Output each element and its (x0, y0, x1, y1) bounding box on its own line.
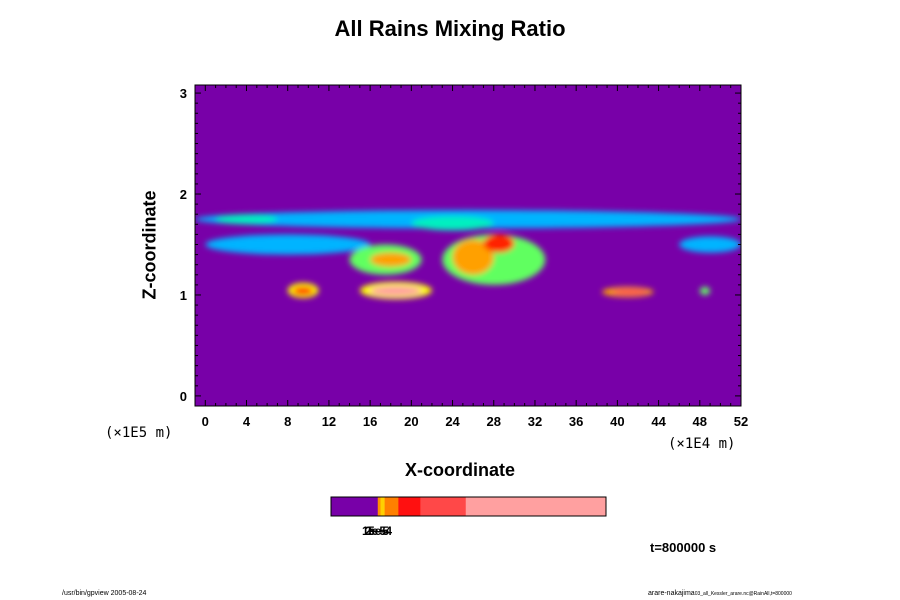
x-tick-label: 24 (445, 414, 460, 429)
rain-feature-3 (411, 216, 494, 231)
rain-feature-7 (370, 252, 412, 267)
colorbar: 1e-52e-55e-4 (330, 496, 607, 538)
x-tick-label: 44 (651, 414, 666, 429)
chart-title: All Rains Mixing Ratio (334, 16, 566, 41)
x-tick-label: 32 (528, 414, 542, 429)
time-label: t=800000 s (650, 540, 717, 555)
plot-frame (194, 84, 742, 407)
colorbar-label: 5e-4 (368, 524, 392, 538)
colorbar-segment-1 (377, 497, 381, 516)
rain-feature-12 (370, 285, 422, 296)
y-scale-note: (×1E5 m) (105, 425, 173, 441)
rain-feature-16 (699, 286, 711, 295)
y-axis-label: Z-coordinate (139, 190, 160, 300)
x-tick-label: 8 (284, 414, 291, 429)
y-tick-label: 1 (180, 288, 187, 303)
colorbar-segment-3 (384, 497, 399, 516)
y-tick-label: 3 (180, 86, 187, 101)
rain-feature-2 (679, 236, 741, 253)
x-tick-label: 4 (243, 414, 251, 429)
rain-feature-4 (215, 214, 278, 225)
y-tick-label: 0 (180, 389, 187, 404)
rain-field (195, 210, 741, 299)
rain-feature-8 (452, 239, 494, 275)
colorbar-frame (330, 496, 607, 517)
x-tick-label: 0 (202, 414, 209, 429)
footer-left: /usr/bin/gpview 2005-08-24 (62, 590, 147, 597)
colorbar-segment-5 (420, 497, 467, 516)
rain-feature-13 (292, 286, 314, 295)
x-tick-label: 40 (610, 414, 624, 429)
x-tick-label: 52 (734, 414, 748, 429)
colorbar-label: 1e-5 (362, 524, 386, 538)
rain-feature-1 (205, 234, 371, 255)
footer-right-main: arare-nakajima (648, 590, 695, 597)
colorbar-segment-2 (380, 497, 385, 516)
x-axis-label: X-coordinate (404, 460, 515, 480)
footer-right-small: 03_all_Kessler_arare.nc@RainAll,t=800000 (694, 591, 792, 597)
rain-feature-15 (612, 288, 649, 295)
footer-right: arare-nakajima03_all_Kessler_arare.nc@Ra… (648, 590, 792, 597)
colorbar-segment-4 (398, 497, 421, 516)
x-tick-label: 48 (693, 414, 707, 429)
x-tick-label: 16 (363, 414, 377, 429)
colorbar-segment-0 (331, 497, 379, 516)
rain-feature-9 (483, 234, 515, 253)
y-tick-label: 2 (180, 187, 187, 202)
x-tick-label: 36 (569, 414, 583, 429)
x-tick-label: 28 (487, 414, 501, 429)
x-tick-label: 12 (322, 414, 336, 429)
colorbar-label: 2e-5 (365, 524, 389, 538)
x-tick-label: 20 (404, 414, 418, 429)
x-scale-note: (×1E4 m) (668, 436, 736, 452)
colorbar-segment-6 (465, 497, 607, 516)
